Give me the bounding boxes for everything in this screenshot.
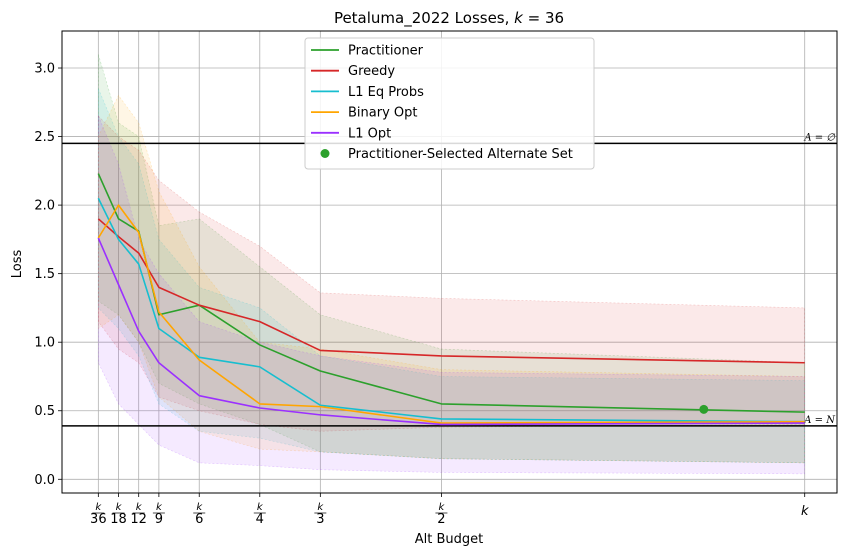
legend-point-label: Practitioner-Selected Alternate Set — [348, 147, 573, 162]
band-0 — [98, 54, 806, 464]
band-4 — [98, 115, 806, 475]
x-tick-denominator: 2 — [437, 512, 445, 527]
legend-label-2: L1 Eq Probs — [348, 85, 424, 100]
x-axis-title: Alt Budget — [415, 532, 484, 547]
reference-line-label: A = ∅ — [803, 132, 836, 143]
x-tick-numerator: k — [196, 502, 203, 513]
legend-label-4: L1 Opt — [348, 126, 391, 141]
practitioner-selected-point — [699, 404, 709, 414]
x-tick-numerator: k — [156, 502, 163, 513]
x-tick-numerator: k — [257, 502, 264, 513]
band-1 — [98, 115, 806, 432]
chart-title: Petaluma_2022 Losses, k = 36 — [334, 9, 564, 28]
y-tick-label: 0.0 — [34, 473, 55, 488]
series-lines — [97, 173, 805, 426]
series-line-1 — [97, 218, 805, 364]
x-tick-denominator: 3 — [316, 512, 324, 527]
x-tick-denominator: 18 — [110, 512, 127, 527]
legend-label-0: Practitioner — [348, 44, 424, 59]
grid-lines — [62, 31, 837, 493]
y-tick-label: 0.5 — [34, 404, 55, 419]
highlight-points — [699, 404, 709, 414]
x-tick-numerator: k — [317, 502, 324, 513]
y-tick-label: 1.0 — [34, 336, 55, 351]
y-tick-label: 2.5 — [34, 130, 55, 145]
legend-label-1: Greedy — [348, 64, 395, 79]
series-line-3 — [97, 204, 805, 424]
x-tick-numerator: k — [439, 502, 446, 513]
x-tick-denominator: 12 — [130, 512, 147, 527]
x-tick-numerator: k — [95, 502, 102, 513]
legend: Practitioner Greedy L1 Eq Probs Binary Opt L… — [304, 37, 595, 170]
x-tick-numerator: k — [116, 502, 123, 513]
x-tick-denominator: 4 — [256, 512, 264, 527]
legend-label-3: Binary Opt — [348, 106, 418, 121]
x-tick-label: k — [801, 504, 809, 519]
reference-line-label: A = N — [803, 415, 836, 426]
y-axis: 0.0 0.5 1.0 1.5 2.0 2.5 3.0 — [34, 62, 62, 488]
x-tick-denominator: 6 — [195, 512, 203, 527]
y-axis-title: Loss — [10, 250, 25, 279]
y-tick-label: 3.0 — [34, 62, 55, 77]
series-line-4 — [97, 237, 805, 426]
confidence-bands — [98, 54, 806, 475]
legend-point-swatch — [320, 149, 330, 158]
x-tick-denominator: 9 — [155, 512, 163, 527]
legend-box — [304, 37, 595, 170]
plot-frame — [61, 30, 838, 494]
band-3 — [98, 94, 806, 464]
band-2 — [98, 88, 806, 464]
y-tick-label: 2.0 — [34, 199, 55, 214]
x-tick-denominator: 36 — [90, 512, 107, 527]
x-tick-numerator: k — [136, 502, 143, 513]
series-line-2 — [97, 197, 805, 423]
y-tick-label: 1.5 — [34, 267, 55, 282]
